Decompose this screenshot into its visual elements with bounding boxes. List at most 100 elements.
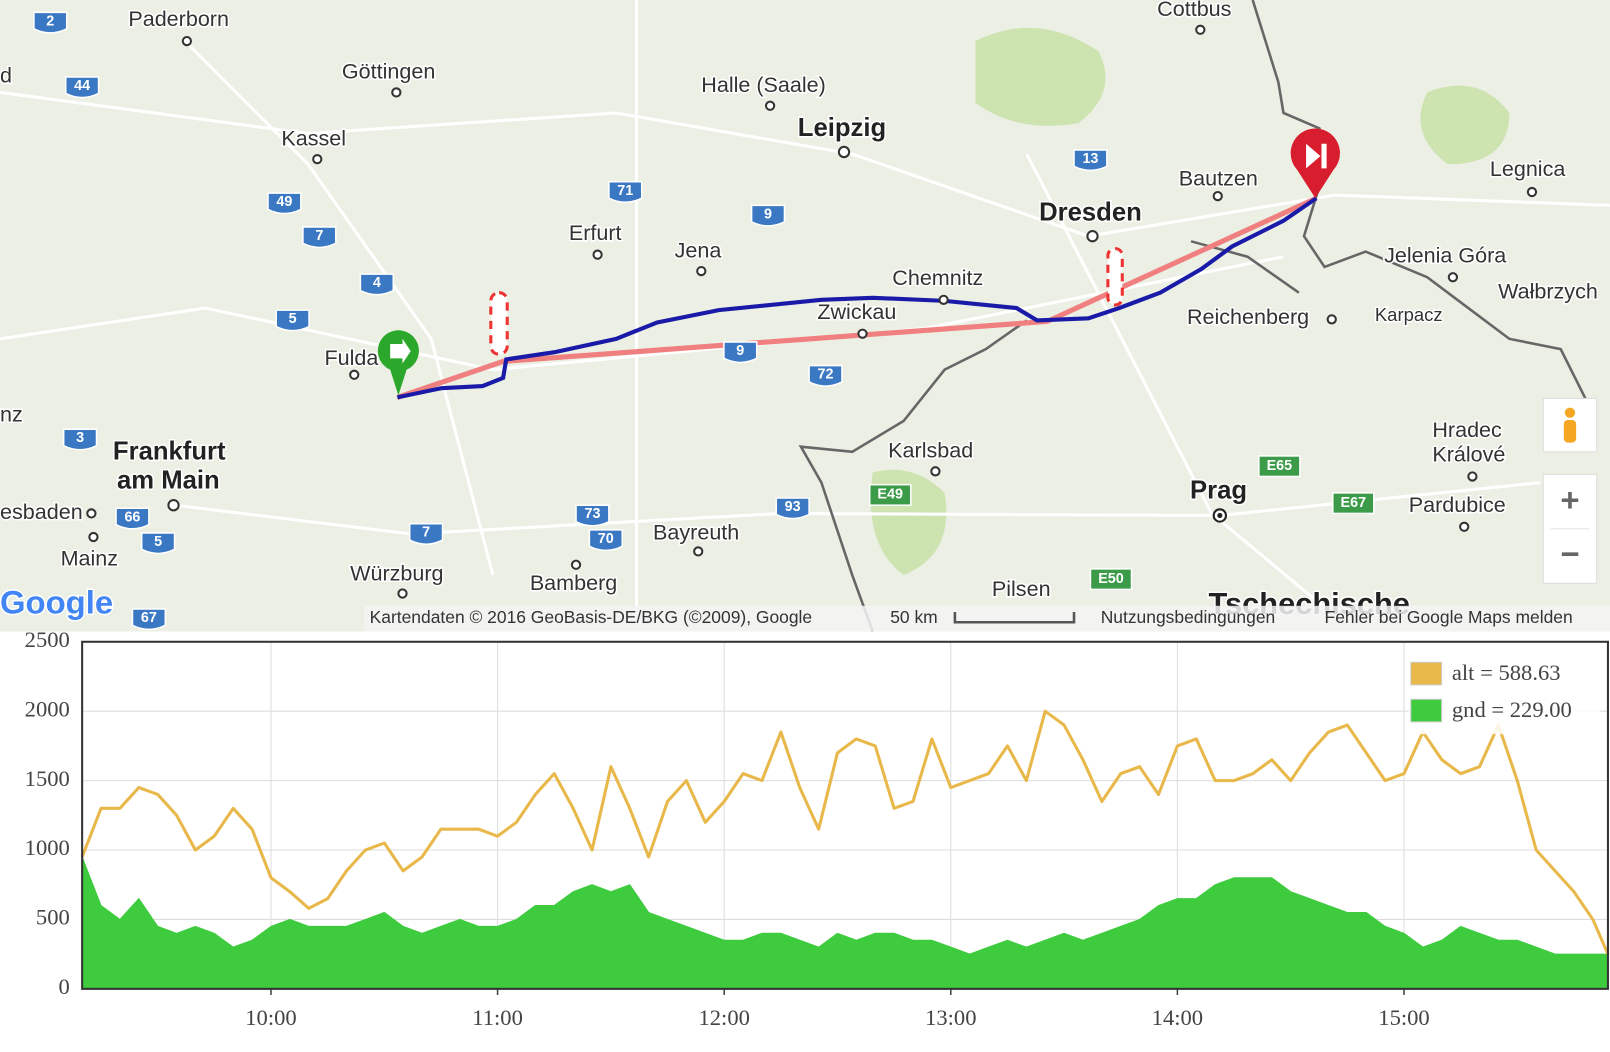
- city-label: Karpacz: [1375, 304, 1443, 325]
- road-shield: [115, 507, 150, 530]
- road-number: 7: [422, 525, 430, 541]
- city-label: Bayreuth: [653, 520, 739, 545]
- city-label: Mainz: [61, 545, 118, 570]
- road-number: 4: [373, 275, 381, 291]
- city-label: Legnica: [1490, 156, 1565, 181]
- terms-link[interactable]: Nutzungsbedingungen: [1101, 607, 1276, 627]
- road-number: E67: [1341, 495, 1367, 511]
- legend-label: gnd = 229.00: [1452, 697, 1572, 722]
- city-label: nz: [0, 402, 23, 427]
- road-shield: [33, 11, 68, 34]
- road-number: 5: [289, 311, 297, 327]
- road-shield: [131, 608, 167, 631]
- road-shield: [408, 522, 444, 545]
- road-number: 70: [598, 531, 614, 547]
- city-label: Kassel: [281, 125, 346, 150]
- route-track: [396, 196, 1318, 400]
- road-shield: [868, 483, 912, 506]
- map-background: [0, 0, 1610, 632]
- x-tick-label: 12:00: [698, 1005, 749, 1030]
- road-shield: [575, 504, 610, 527]
- city-label: Bautzen: [1179, 165, 1258, 190]
- zoom-in[interactable]: +: [1560, 481, 1579, 518]
- pegman-control[interactable]: [1542, 397, 1598, 453]
- city-label: Paderborn: [128, 6, 229, 31]
- road-number: 44: [74, 78, 90, 94]
- city-label: Würzburg: [350, 561, 443, 586]
- road-shield: [808, 364, 843, 387]
- zoom-out[interactable]: −: [1560, 535, 1579, 572]
- city-label: d: [0, 63, 12, 88]
- city-label: Karlsbad: [888, 437, 973, 462]
- road-shield: [723, 341, 758, 364]
- scale-label: 50 km: [890, 607, 937, 627]
- city-label: Cottbus: [1157, 0, 1231, 21]
- legend-swatch: [1410, 661, 1443, 686]
- road-number: 71: [617, 183, 633, 199]
- city-label: Erfurt: [569, 220, 622, 245]
- y-tick-label: 500: [36, 905, 70, 930]
- city-label: am Main: [117, 466, 220, 494]
- google-logo[interactable]: Google: [0, 582, 115, 622]
- road-number: 2: [46, 13, 54, 29]
- city-label: Chemnitz: [892, 265, 983, 290]
- road-number: 72: [818, 367, 834, 383]
- city-label: Göttingen: [342, 59, 435, 84]
- road-shield: [1089, 568, 1133, 591]
- road-shield: [275, 309, 310, 332]
- city-label: Fulda: [324, 345, 378, 370]
- city-label: esbaden: [0, 499, 83, 524]
- road-shield: [267, 192, 302, 215]
- city-label: Jelenia Góra: [1384, 242, 1506, 267]
- city-label: Hradec: [1432, 417, 1502, 442]
- city-label: Zwickau: [817, 299, 896, 324]
- x-tick-label: 11:00: [472, 1005, 523, 1030]
- road-shield: [608, 180, 643, 204]
- x-tick-label: 13:00: [925, 1005, 976, 1030]
- road-number: 66: [124, 509, 140, 525]
- road-number: 13: [1082, 151, 1098, 167]
- road-shield: [1331, 492, 1375, 515]
- road-shield: [750, 204, 786, 227]
- road-number: 93: [785, 499, 801, 515]
- legend-label: alt = 588.63: [1452, 660, 1561, 685]
- city-label: Dresden: [1039, 198, 1142, 226]
- waypoint[interactable]: [1106, 246, 1124, 307]
- road-shield: [359, 273, 395, 296]
- city-label: Pilsen: [992, 576, 1051, 601]
- elevation-chart: 0 500 1000 1500 2000 2500 10:00 11:00 12:00 13:00…: [25, 627, 1610, 1030]
- road-shield: [588, 529, 624, 552]
- city-label: Frankfurt: [113, 438, 226, 466]
- road-shield: [302, 226, 337, 249]
- report-link[interactable]: Fehler bei Google Maps melden: [1325, 607, 1573, 627]
- y-tick-label: 1000: [25, 835, 70, 860]
- city-label: Prag: [1190, 477, 1247, 505]
- y-tick-label: 2500: [25, 627, 70, 652]
- x-tick-label: 14:00: [1152, 1005, 1203, 1030]
- city-label: Wałbrzych: [1498, 278, 1598, 303]
- x-tick-label: 10:00: [245, 1005, 296, 1030]
- road-number: E65: [1267, 458, 1293, 474]
- road-shield: [775, 497, 810, 520]
- attribution: Kartendaten © 2016 GeoBasis-DE/BKG (©200…: [370, 607, 813, 627]
- road-shield: [62, 428, 98, 451]
- y-tick-label: 1500: [25, 766, 70, 791]
- road-number: E50: [1098, 571, 1124, 587]
- start-marker[interactable]: [377, 330, 419, 396]
- road: [0, 0, 1610, 618]
- city-label: Reichenberg: [1187, 304, 1309, 329]
- scale-bar: [953, 611, 1076, 624]
- ground-area: [81, 856, 1609, 990]
- map[interactable]: Paderborn Göttingen Kassel Halle (Saale)…: [0, 0, 1610, 632]
- road-shield: [140, 532, 176, 555]
- road-number: 7: [315, 228, 323, 244]
- road-number: 3: [76, 430, 84, 446]
- waypoint[interactable]: [489, 291, 509, 356]
- route-straight: [396, 195, 1318, 400]
- road-number: 9: [764, 206, 772, 222]
- x-tick-label: 15:00: [1378, 1005, 1429, 1030]
- end-marker[interactable]: [1290, 128, 1340, 199]
- city-label: Pardubice: [1409, 492, 1506, 517]
- road-number: 49: [276, 194, 292, 210]
